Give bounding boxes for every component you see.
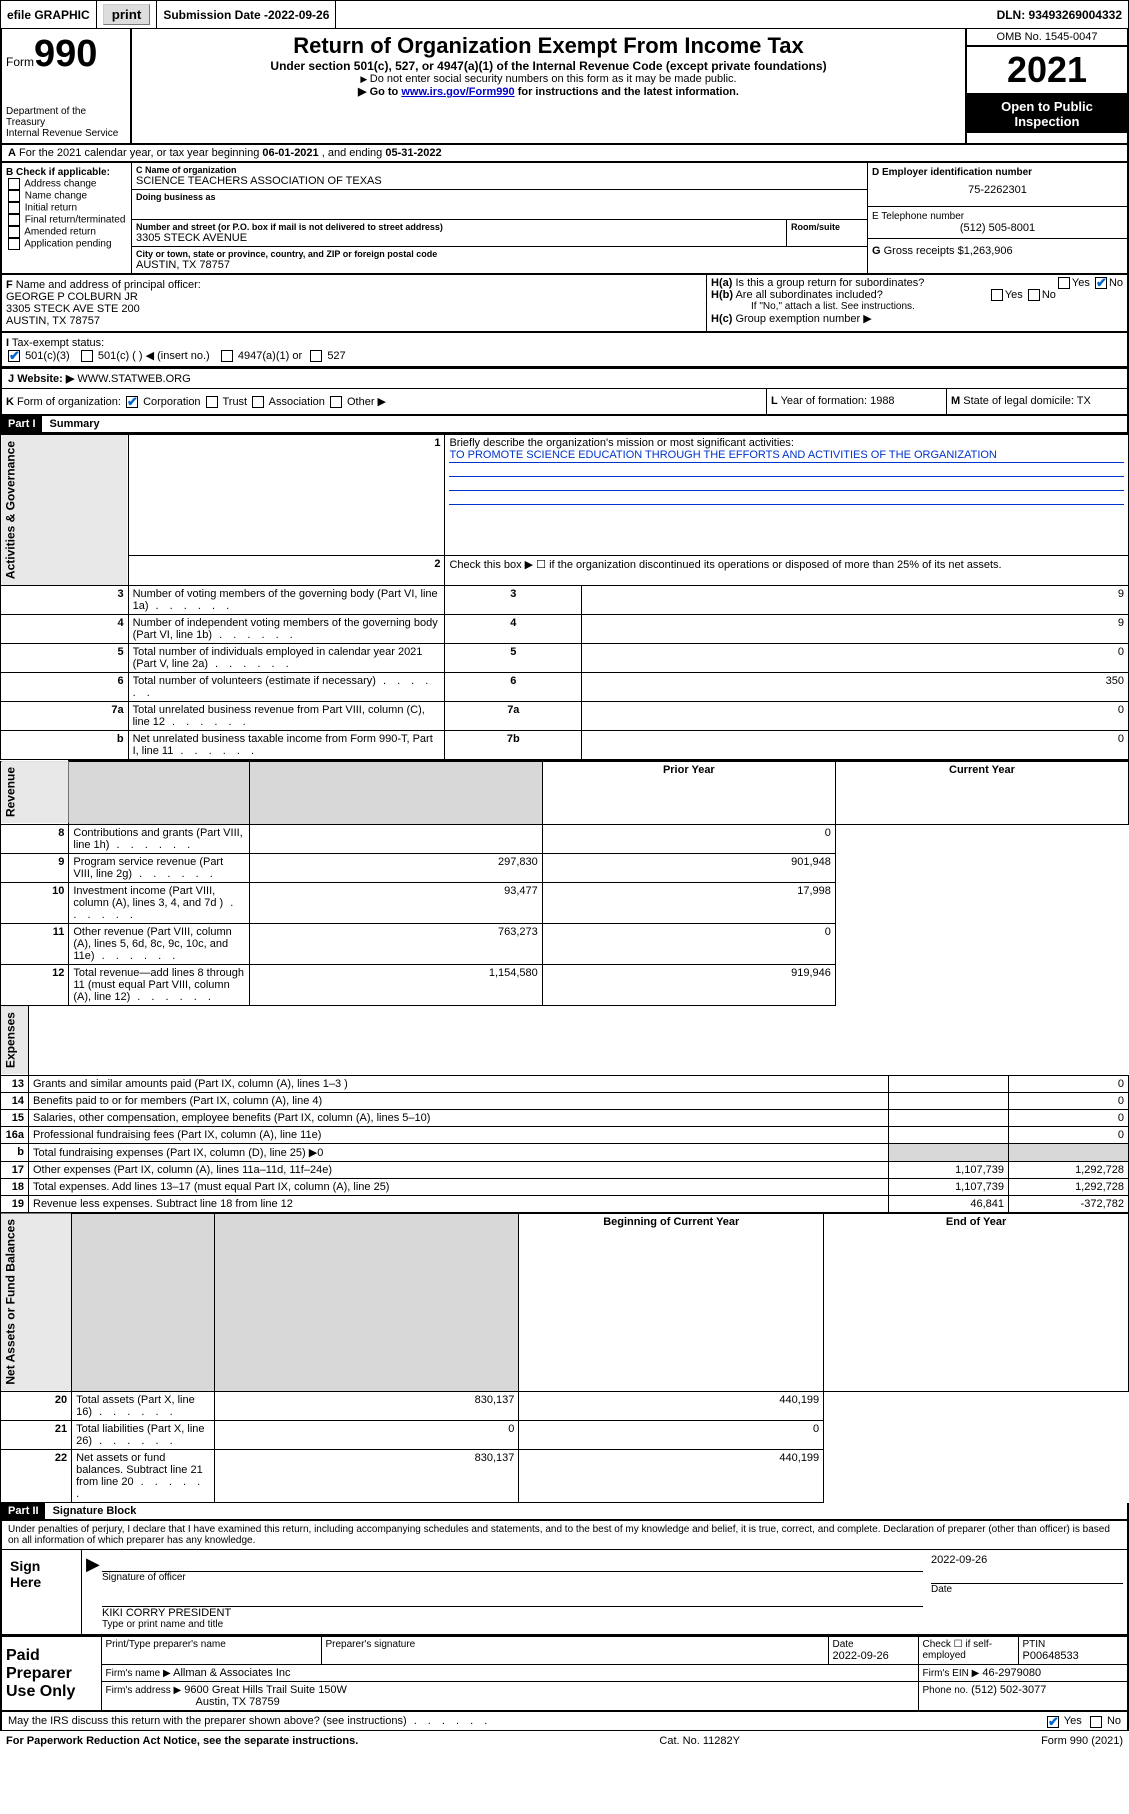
officer-typed-name: KIKI CORRY PRESIDENT [102,1607,923,1619]
open-public-badge: Open to Public Inspection [967,95,1127,133]
form-number: 990 [34,33,97,75]
501c3-checkbox[interactable] [8,350,20,362]
mission-text: TO PROMOTE SCIENCE EDUCATION THROUGH THE… [449,449,1124,463]
tax-year: 2021 [967,47,1127,95]
ha-yes-checkbox[interactable] [1058,277,1070,289]
b-checkbox[interactable] [8,178,20,190]
officer-addr1: 3305 STECK AVE STE 200 [6,303,140,315]
expenses-label: Expenses [1,1006,29,1075]
gross-receipts: 1,263,906 [964,245,1013,257]
b-checkbox[interactable] [8,214,20,226]
hb-yes-checkbox[interactable] [991,289,1003,301]
street-address: 3305 STECK AVENUE [136,232,782,244]
top-toolbar: efile GRAPHIC print Submission Date - 20… [0,0,1129,29]
hb-no-checkbox[interactable] [1028,289,1040,301]
section-k-l-m: K Form of organization: Corporation Trus… [0,389,1129,416]
discuss-yes-checkbox[interactable] [1047,1716,1059,1728]
expenses-table: Expenses 13Grants and similar amounts pa… [0,1006,1129,1213]
officer-name: GEORGE P COLBURN JR [6,291,138,303]
part1-header: Part ISummary [0,416,1129,434]
irs-link[interactable]: www.irs.gov/Form990 [401,86,514,98]
ptin-value: P00648533 [1023,1650,1079,1662]
preparer-phone: (512) 502-3077 [971,1684,1046,1696]
addr-label: Number and street (or P.O. box if mail i… [136,222,782,232]
discuss-line: May the IRS discuss this return with the… [0,1712,1129,1731]
submission-date: Submission Date - 2022-09-26 [157,1,336,28]
527-checkbox[interactable] [310,350,322,362]
form-word: Form [6,55,34,69]
print-button-wrap: print [97,1,158,28]
b-checkbox[interactable] [8,190,20,202]
firm-ein: 46-2979080 [982,1667,1041,1679]
website: WWW.STATWEB.ORG [77,373,190,385]
org-name: SCIENCE TEACHERS ASSOCIATION OF TEXAS [136,175,863,187]
dln-label: DLN: 93493269004332 [991,1,1128,28]
goto-note: ▶ Go to www.irs.gov/Form990 for instruct… [136,85,961,98]
line-a: A For the 2021 calendar year, or tax yea… [0,145,1129,163]
signature-area: Sign Here ▶ Signature of officer KIKI CO… [0,1550,1129,1636]
firm-name: Allman & Associates Inc [173,1667,290,1679]
penalty-statement: Under penalties of perjury, I declare th… [0,1521,1129,1550]
netassets-table: Net Assets or Fund Balances Beginning of… [0,1213,1129,1504]
officer-addr2: AUSTIN, TX 78757 [6,315,100,327]
section-f-h: F Name and address of principal officer:… [0,275,1129,333]
irs-label: Internal Revenue Service [6,128,126,139]
ein-value: 75-2262301 [872,178,1123,202]
section-b-to-g: B Check if applicable: Address change Na… [0,163,1129,275]
net-assets-label: Net Assets or Fund Balances [1,1213,72,1392]
phone-value: (512) 505-8001 [872,222,1123,234]
form-header: Form990 Department of the Treasury Inter… [0,29,1129,145]
activities-governance-label: Activities & Governance [1,435,129,586]
form-subtitle: Under section 501(c), 527, or 4947(a)(1)… [136,59,961,73]
city-label: City or town, state or province, country… [136,249,863,259]
print-button[interactable]: print [103,4,151,25]
city-state-zip: AUSTIN, TX 78757 [136,259,863,271]
b-checkbox[interactable] [8,238,20,250]
section-i-j: I Tax-exempt status: 501(c)(3) 501(c) ( … [0,333,1129,369]
revenue-table: Revenue Prior Year Current Year 8Contrib… [0,760,1129,1006]
b-checkbox[interactable] [8,226,20,238]
phone-label: E Telephone number [872,211,1123,222]
revenue-label: Revenue [1,761,69,824]
suite-label: Room/suite [791,222,863,232]
k-checkbox[interactable] [252,396,264,408]
k-checkbox[interactable] [206,396,218,408]
discuss-no-checkbox[interactable] [1090,1716,1102,1728]
ein-label: D Employer identification number [872,167,1123,178]
dept-treasury: Department of the Treasury [6,106,126,128]
part1-table: Activities & Governance 1 Briefly descri… [0,434,1129,760]
k-checkbox[interactable] [126,396,138,408]
b-checkbox[interactable] [8,202,20,214]
state-domicile: TX [1077,395,1091,407]
preparer-table: Paid Preparer Use Only Print/Type prepar… [0,1636,1129,1712]
ha-no-checkbox[interactable] [1095,277,1107,289]
sign-here-label: Sign Here [2,1550,82,1634]
dba-label: Doing business as [136,192,863,202]
paid-preparer-label: Paid Preparer Use Only [1,1637,101,1712]
c-name-label: C Name of organization [136,165,863,175]
section-j: J Website: ▶ WWW.STATWEB.ORG [0,369,1129,389]
page-footer: For Paperwork Reduction Act Notice, see … [0,1731,1129,1751]
omb-number: OMB No. 1545-0047 [967,29,1127,47]
year-formation: 1988 [870,395,894,407]
efile-label: efile GRAPHIC [1,1,97,28]
b-label: B Check if applicable: [6,167,127,178]
501c-checkbox[interactable] [81,350,93,362]
signature-line[interactable] [102,1554,923,1572]
part2-header: Part IISignature Block [0,1503,1129,1521]
ssn-note: Do not enter social security numbers on … [136,73,961,85]
sign-date: 2022-09-26 [931,1554,1123,1566]
form-title: Return of Organization Exempt From Incom… [136,33,961,59]
g-label: G [872,245,881,257]
4947-checkbox[interactable] [221,350,233,362]
k-checkbox[interactable] [330,396,342,408]
